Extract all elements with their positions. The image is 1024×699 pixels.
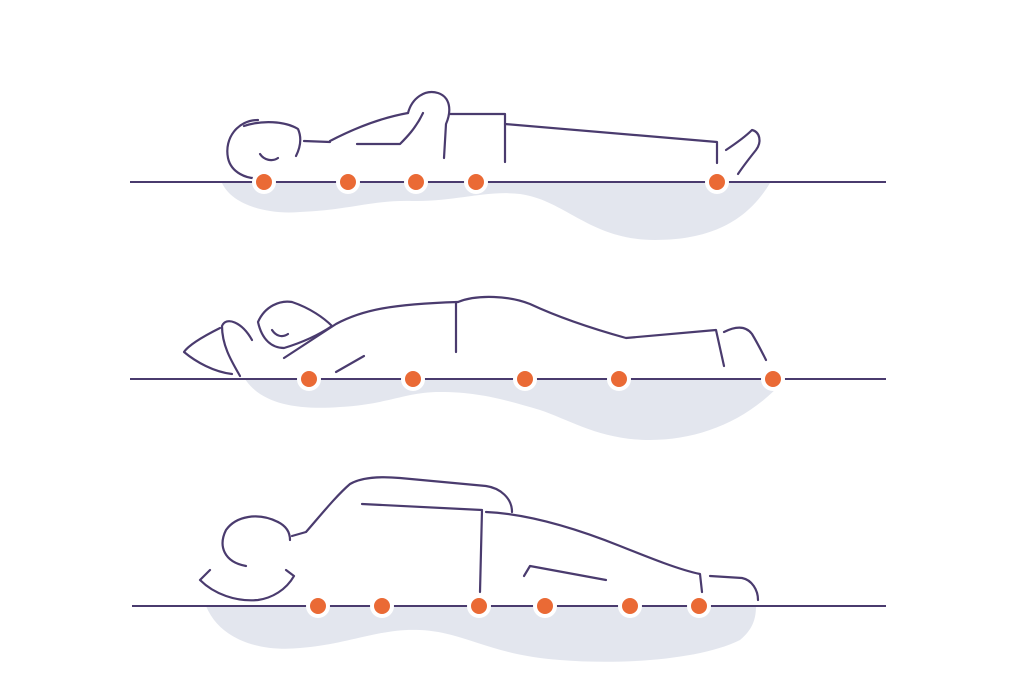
stomach-sleeper-figure [198,476,760,602]
side-sleeper-figure [182,295,768,378]
side-sleeper-pressure-points [297,367,785,391]
stomach-sleeper-row [132,476,886,662]
stomach-sleeper-pressure-points [306,594,711,618]
pressure-point-ribs [401,367,425,391]
mattress-depression [206,606,756,662]
pressure-point-ankle [761,367,785,391]
pressure-point-shoulder [297,367,321,391]
pressure-point-ribs [467,594,491,618]
pressure-point-shoulders [336,170,360,194]
back-sleeper-row [130,90,886,240]
pressure-point-heels [705,170,729,194]
pressure-point-hip [513,367,537,391]
back-sleeper-pressure-points [252,170,729,194]
back-sleeper-figure [226,90,761,180]
pressure-point-knees [687,594,711,618]
mattress-depression [245,379,785,440]
side-sleeper-row [130,295,886,440]
pressure-point-lower-back [464,170,488,194]
pressure-point-upper-back [404,170,428,194]
pressure-point-chest [370,594,394,618]
pressure-point-knee [607,367,631,391]
pressure-point-hips [618,594,642,618]
pressure-point-abdomen [533,594,557,618]
pressure-point-head [252,170,276,194]
mattress-depression [222,183,770,240]
pressure-point-face [306,594,330,618]
